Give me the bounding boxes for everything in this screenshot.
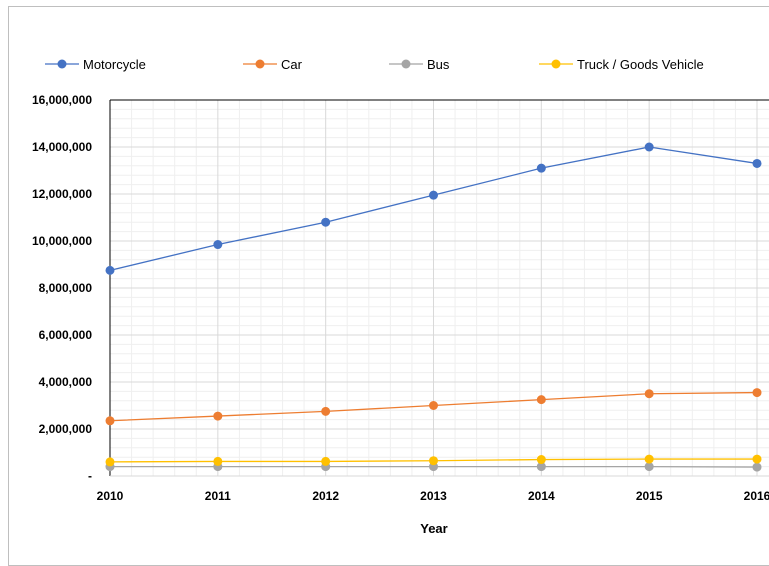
- data-point: [537, 395, 546, 404]
- x-tick-label: 2016: [744, 489, 769, 503]
- legend-item: Truck / Goods Vehicle: [539, 57, 704, 72]
- data-point: [645, 143, 654, 152]
- data-point: [106, 266, 115, 275]
- data-point: [213, 412, 222, 421]
- data-point: [213, 240, 222, 249]
- legend-label: Truck / Goods Vehicle: [577, 57, 704, 72]
- x-axis-title: Year: [420, 521, 447, 536]
- y-tick-label: 8,000,000: [39, 281, 93, 295]
- data-point: [106, 416, 115, 425]
- y-tick-label: 2,000,000: [39, 422, 93, 436]
- legend-item: Bus: [389, 57, 450, 72]
- data-point: [429, 191, 438, 200]
- legend-label: Car: [281, 57, 303, 72]
- legend-marker: [402, 60, 411, 69]
- data-point: [753, 463, 762, 472]
- y-tick-label: 12,000,000: [32, 187, 92, 201]
- legend: Motorcycle Car Bus Truck / Goods Vehicle: [45, 57, 704, 72]
- x-tick-label: 2012: [312, 489, 339, 503]
- y-tick-label: 10,000,000: [32, 234, 92, 248]
- data-point: [321, 457, 330, 466]
- y-axis-tick-labels: - 2,000,000 4,000,000 6,000,000 8,000,000 10,…: [32, 93, 92, 483]
- series-truck-goods-vehicle: [106, 455, 762, 467]
- legend-marker: [552, 60, 561, 69]
- legend-marker: [58, 60, 67, 69]
- y-tick-label: 6,000,000: [39, 328, 93, 342]
- data-point: [429, 401, 438, 410]
- x-tick-label: 2013: [420, 489, 447, 503]
- legend-label: Motorcycle: [83, 57, 146, 72]
- data-point: [753, 159, 762, 168]
- y-tick-label: -: [88, 469, 92, 483]
- data-point: [645, 389, 654, 398]
- data-point: [645, 455, 654, 464]
- data-point: [321, 218, 330, 227]
- data-point: [753, 388, 762, 397]
- data-point: [753, 455, 762, 464]
- x-tick-label: 2014: [528, 489, 555, 503]
- x-tick-label: 2015: [636, 489, 663, 503]
- legend-label: Bus: [427, 57, 450, 72]
- x-tick-label: 2010: [97, 489, 124, 503]
- legend-item: Motorcycle: [45, 57, 146, 72]
- y-tick-label: 14,000,000: [32, 140, 92, 154]
- y-tick-label: 16,000,000: [32, 93, 92, 107]
- y-tick-label: 4,000,000: [39, 375, 93, 389]
- data-point: [537, 164, 546, 173]
- data-point: [429, 456, 438, 465]
- data-point: [321, 407, 330, 416]
- data-point: [106, 457, 115, 466]
- legend-item: Car: [243, 57, 303, 72]
- data-point: [213, 457, 222, 466]
- x-tick-label: 2011: [205, 489, 231, 503]
- legend-marker: [256, 60, 265, 69]
- x-axis-tick-labels: 2010 2011 2012 2013 2014 2015 2016: [97, 489, 769, 503]
- data-point: [537, 455, 546, 464]
